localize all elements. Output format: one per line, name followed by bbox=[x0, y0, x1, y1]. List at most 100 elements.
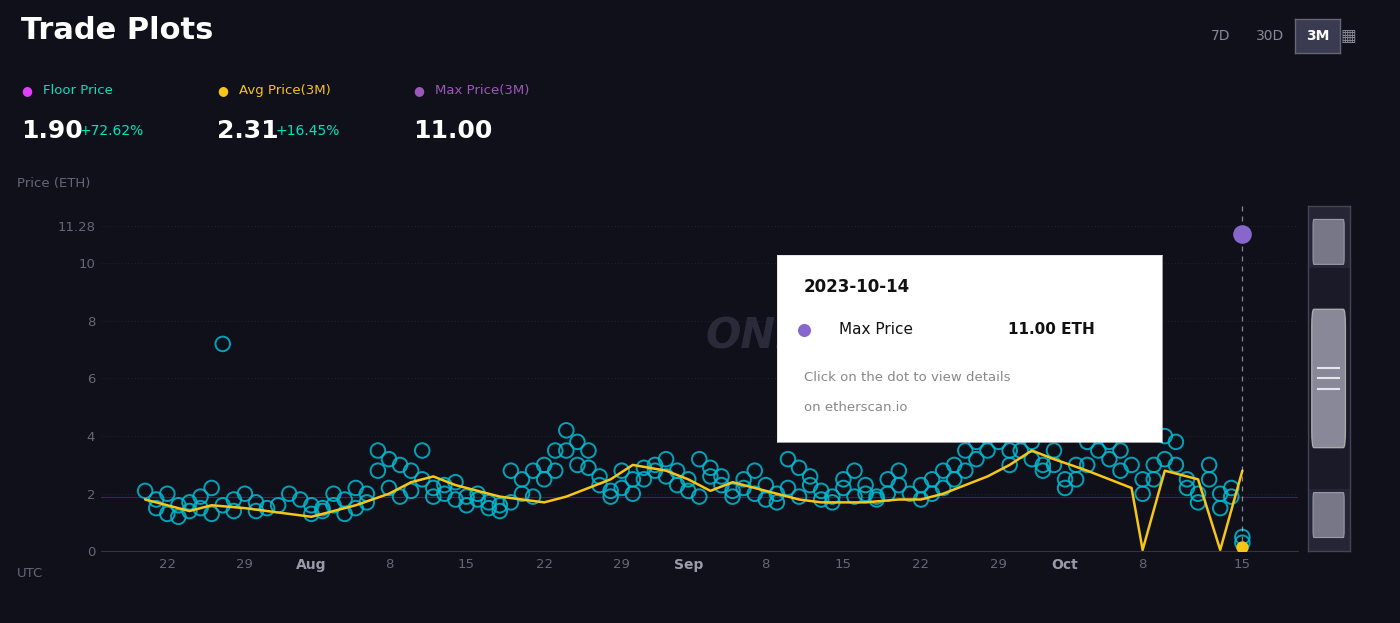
Point bbox=[412, 474, 434, 484]
Point bbox=[245, 497, 267, 507]
Point bbox=[1210, 488, 1232, 498]
Point bbox=[932, 466, 955, 476]
Text: Click on the dot to view details: Click on the dot to view details bbox=[804, 371, 1011, 384]
Point bbox=[865, 495, 888, 505]
Point bbox=[788, 463, 811, 473]
Point bbox=[953, 466, 976, 476]
Point bbox=[157, 488, 179, 498]
Point bbox=[888, 466, 910, 476]
Point bbox=[511, 488, 533, 498]
Point bbox=[766, 488, 788, 498]
Text: ▦: ▦ bbox=[1340, 27, 1357, 45]
Point bbox=[899, 488, 921, 498]
Text: 3M: 3M bbox=[1306, 29, 1329, 43]
Point bbox=[146, 503, 168, 513]
Point bbox=[953, 445, 976, 455]
Point bbox=[710, 472, 732, 482]
Point bbox=[134, 486, 157, 496]
Point bbox=[1032, 466, 1054, 476]
Point bbox=[876, 474, 899, 484]
Point bbox=[998, 445, 1021, 455]
Point bbox=[743, 466, 766, 476]
Text: on etherscan.io: on etherscan.io bbox=[804, 401, 907, 414]
Text: 11.00: 11.00 bbox=[413, 119, 493, 143]
Point bbox=[622, 474, 644, 484]
Point bbox=[610, 466, 633, 476]
Point bbox=[1021, 437, 1043, 447]
FancyBboxPatch shape bbox=[1312, 310, 1345, 447]
Point bbox=[378, 454, 400, 464]
Point bbox=[267, 500, 290, 510]
Point bbox=[1231, 542, 1253, 552]
Point bbox=[699, 472, 721, 482]
Point bbox=[1176, 474, 1198, 484]
Point bbox=[466, 488, 489, 498]
Text: 2.31: 2.31 bbox=[217, 119, 279, 143]
Point bbox=[500, 466, 522, 476]
Point bbox=[1131, 488, 1154, 498]
Point bbox=[944, 474, 966, 484]
Point bbox=[489, 500, 511, 510]
Point bbox=[1210, 503, 1232, 513]
Point bbox=[533, 460, 556, 470]
Point bbox=[1109, 445, 1131, 455]
Point bbox=[832, 483, 854, 493]
Point bbox=[987, 426, 1009, 435]
Point bbox=[311, 506, 333, 516]
Point bbox=[792, 325, 815, 335]
Point bbox=[921, 474, 944, 484]
Point bbox=[400, 466, 423, 476]
Point bbox=[799, 480, 822, 490]
Point bbox=[322, 488, 344, 498]
Point bbox=[820, 492, 843, 502]
Text: Avg Price(3M): Avg Price(3M) bbox=[239, 84, 332, 97]
Point bbox=[1187, 497, 1210, 507]
Point bbox=[367, 445, 389, 455]
Point bbox=[489, 506, 511, 516]
Point bbox=[766, 497, 788, 507]
Point bbox=[721, 486, 743, 496]
Point bbox=[1165, 460, 1187, 470]
Point bbox=[1109, 466, 1131, 476]
Point bbox=[777, 483, 799, 493]
Point bbox=[344, 483, 367, 493]
Point bbox=[554, 445, 577, 455]
Point bbox=[189, 492, 211, 502]
Point bbox=[732, 483, 755, 493]
Point bbox=[699, 463, 721, 473]
Point bbox=[1231, 538, 1253, 548]
Point bbox=[799, 472, 822, 482]
Point bbox=[211, 500, 234, 510]
Point bbox=[610, 483, 633, 493]
Point bbox=[998, 460, 1021, 470]
Point bbox=[1043, 460, 1065, 470]
Point bbox=[899, 371, 921, 381]
Point bbox=[633, 474, 655, 484]
Point bbox=[1120, 426, 1142, 435]
Point bbox=[1131, 474, 1154, 484]
Text: ONELAND: ONELAND bbox=[706, 316, 932, 358]
Point bbox=[433, 488, 455, 498]
Point bbox=[1165, 437, 1187, 447]
Point bbox=[356, 488, 378, 498]
Point bbox=[1098, 437, 1120, 447]
Point bbox=[721, 492, 743, 502]
Point bbox=[655, 472, 678, 482]
Text: UTC: UTC bbox=[17, 567, 43, 580]
Point bbox=[832, 474, 854, 484]
Text: 7D: 7D bbox=[1211, 29, 1231, 42]
Point bbox=[854, 480, 876, 490]
Point bbox=[223, 495, 245, 505]
Point bbox=[288, 495, 311, 505]
Point bbox=[1142, 460, 1165, 470]
Point bbox=[743, 488, 766, 498]
Point bbox=[455, 492, 477, 502]
Point bbox=[820, 497, 843, 507]
Point bbox=[687, 492, 710, 502]
Point bbox=[1142, 474, 1165, 484]
Point bbox=[777, 454, 799, 464]
Point bbox=[1065, 460, 1088, 470]
Point bbox=[1086, 445, 1109, 455]
Text: +16.45%: +16.45% bbox=[276, 124, 340, 138]
Point bbox=[1021, 454, 1043, 464]
